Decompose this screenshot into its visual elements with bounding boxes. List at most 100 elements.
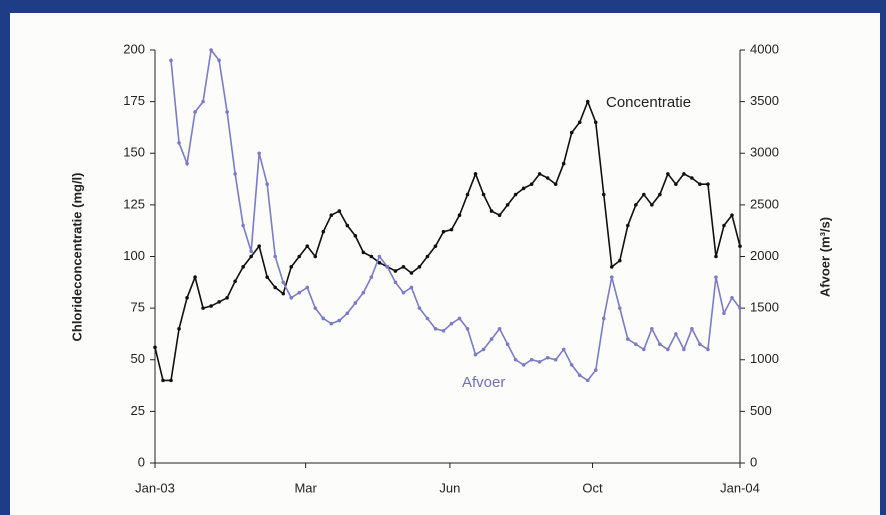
point bbox=[706, 182, 710, 187]
point bbox=[698, 182, 702, 187]
point bbox=[217, 58, 221, 63]
point bbox=[305, 244, 310, 248]
point bbox=[369, 275, 374, 279]
point bbox=[313, 306, 318, 310]
point bbox=[497, 326, 502, 331]
point bbox=[209, 304, 213, 308]
point bbox=[361, 290, 366, 295]
y2-tick-label: 500 bbox=[750, 403, 772, 418]
point bbox=[529, 182, 534, 187]
y-tick-label: 125 bbox=[123, 196, 145, 211]
point bbox=[553, 182, 558, 187]
point bbox=[153, 345, 157, 350]
y2-tick-label: 1000 bbox=[750, 351, 779, 366]
point bbox=[730, 213, 734, 217]
point bbox=[369, 254, 374, 259]
point bbox=[281, 280, 286, 285]
point bbox=[177, 141, 181, 145]
point bbox=[409, 271, 414, 275]
point bbox=[505, 342, 510, 347]
y-tick-label: 200 bbox=[123, 41, 145, 56]
x-tick-label: Jun bbox=[439, 480, 460, 495]
point bbox=[177, 326, 181, 331]
point bbox=[265, 182, 269, 187]
point bbox=[193, 275, 197, 279]
point bbox=[433, 326, 438, 331]
y2-tick-label: 2500 bbox=[750, 196, 779, 211]
point bbox=[345, 311, 350, 316]
series-line bbox=[170, 48, 741, 382]
point bbox=[722, 223, 726, 228]
point bbox=[650, 326, 654, 331]
x-tick-label: Jan-04 bbox=[720, 480, 760, 495]
point bbox=[329, 213, 334, 217]
point bbox=[561, 161, 566, 166]
point bbox=[537, 172, 542, 176]
point bbox=[714, 254, 718, 259]
point bbox=[569, 363, 574, 367]
point bbox=[297, 254, 302, 259]
y2-tick-label: 2000 bbox=[750, 248, 779, 263]
annotation: Concentratie bbox=[606, 94, 691, 111]
point bbox=[609, 265, 614, 269]
point bbox=[249, 249, 253, 254]
point bbox=[385, 265, 390, 269]
point bbox=[425, 254, 430, 259]
point bbox=[257, 244, 261, 248]
point bbox=[281, 291, 286, 296]
point bbox=[185, 161, 189, 166]
point bbox=[457, 316, 462, 321]
series-line bbox=[154, 99, 741, 382]
point bbox=[513, 357, 518, 362]
point bbox=[626, 337, 630, 341]
point bbox=[329, 321, 334, 326]
point bbox=[601, 192, 606, 197]
point bbox=[690, 326, 694, 331]
point bbox=[714, 275, 718, 279]
point bbox=[409, 285, 414, 290]
point bbox=[593, 368, 598, 372]
point bbox=[473, 172, 478, 176]
point bbox=[642, 192, 646, 197]
point bbox=[497, 213, 502, 217]
point bbox=[425, 316, 430, 321]
point bbox=[521, 186, 526, 191]
point bbox=[257, 151, 261, 156]
y2-tick-label: 3000 bbox=[750, 145, 779, 160]
point bbox=[577, 120, 582, 125]
point bbox=[449, 321, 454, 326]
point bbox=[489, 209, 494, 213]
point bbox=[393, 280, 398, 285]
y-tick-label: 100 bbox=[123, 248, 145, 263]
point bbox=[473, 352, 478, 357]
point bbox=[545, 355, 550, 360]
point bbox=[441, 229, 446, 234]
x-tick-label: Jan-03 bbox=[135, 480, 175, 495]
point bbox=[225, 296, 229, 300]
y2-tick-label: 0 bbox=[750, 454, 757, 469]
point bbox=[321, 316, 326, 321]
point bbox=[730, 296, 734, 300]
point bbox=[273, 285, 278, 290]
y2-tick-label: 4000 bbox=[750, 41, 779, 56]
point bbox=[449, 227, 454, 232]
point bbox=[682, 172, 686, 176]
point bbox=[265, 275, 269, 279]
point bbox=[465, 326, 470, 331]
point bbox=[273, 254, 278, 259]
point bbox=[401, 265, 406, 269]
point bbox=[321, 229, 326, 234]
point bbox=[201, 99, 205, 104]
point bbox=[658, 192, 662, 197]
point bbox=[401, 290, 406, 295]
point bbox=[353, 301, 358, 305]
point bbox=[337, 318, 342, 323]
point bbox=[201, 306, 205, 310]
point bbox=[289, 265, 294, 269]
annotation: Afvoer bbox=[462, 374, 505, 391]
y-tick-label: 50 bbox=[131, 351, 145, 366]
point bbox=[617, 306, 622, 310]
point bbox=[289, 296, 294, 300]
point bbox=[313, 254, 318, 259]
point bbox=[585, 99, 590, 104]
